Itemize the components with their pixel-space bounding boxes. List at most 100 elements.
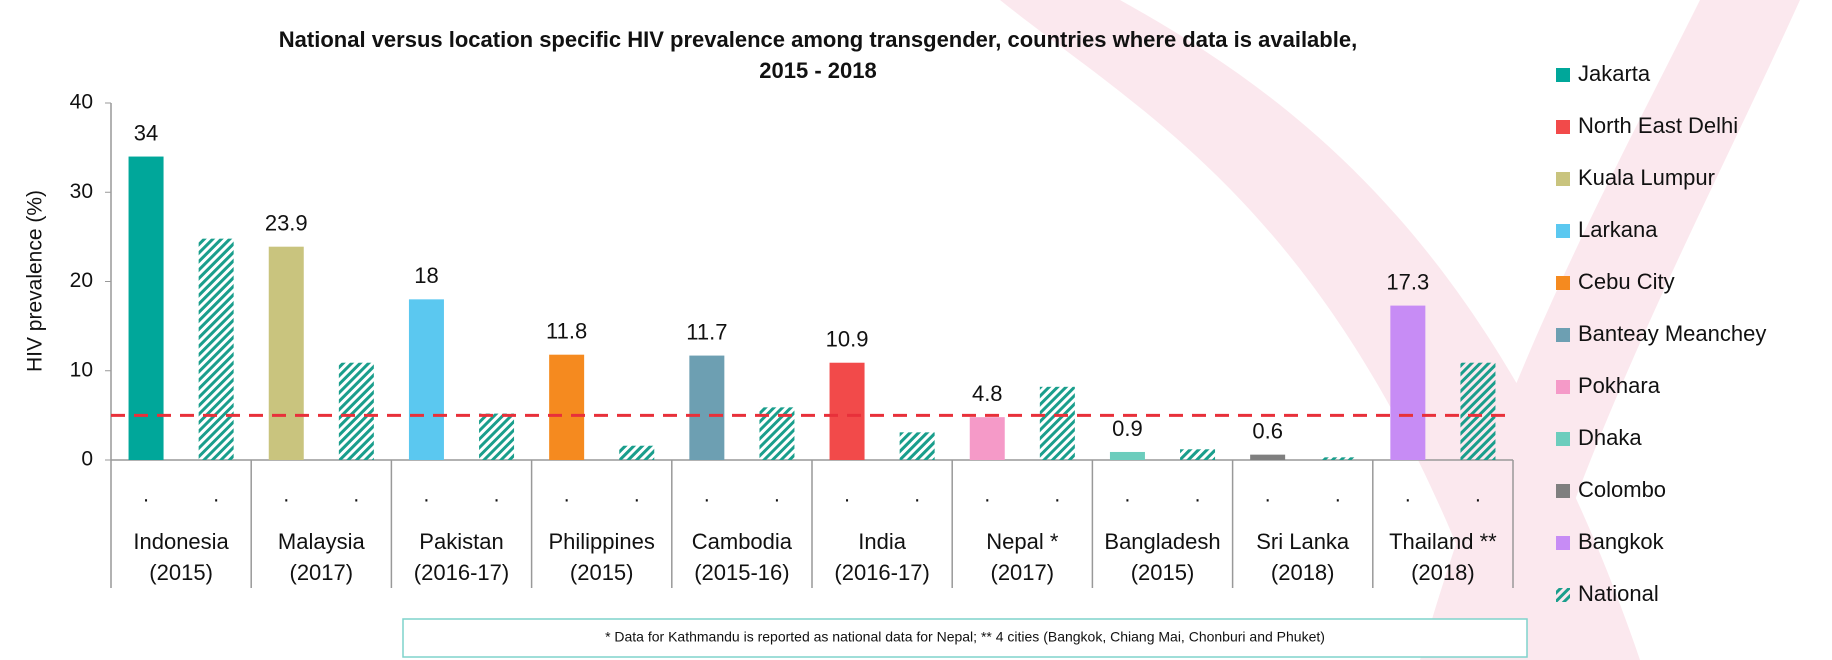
sub-label: . — [704, 484, 710, 507]
sub-label: . — [283, 484, 289, 507]
sub-label: . — [844, 484, 850, 507]
bar — [900, 432, 935, 460]
bar — [1250, 455, 1285, 460]
x-tick-label: (2018) — [1271, 560, 1335, 585]
bar — [269, 247, 304, 460]
value-label: 17.3 — [1386, 269, 1429, 294]
x-tick-label: (2017) — [290, 560, 354, 585]
bar — [199, 239, 234, 460]
bar — [1390, 306, 1425, 460]
x-tick-label: (2016-17) — [414, 560, 509, 585]
x-tick-label: Nepal * — [986, 529, 1059, 554]
y-tick-label: 40 — [70, 91, 93, 114]
x-tick-label: Malaysia — [278, 529, 366, 554]
x-tick-label: (2015-16) — [694, 560, 789, 585]
bar — [1320, 457, 1355, 460]
sub-label: . — [1475, 484, 1481, 507]
value-label: 34 — [134, 120, 158, 145]
x-tick-label: Bangladesh — [1104, 529, 1220, 554]
bar — [409, 299, 444, 460]
bar — [830, 363, 865, 460]
sub-label: . — [564, 484, 570, 507]
x-tick-label: Thailand ** — [1389, 529, 1497, 554]
y-tick-label: 30 — [70, 180, 93, 203]
legend-swatch — [1556, 380, 1570, 394]
bar — [970, 417, 1005, 460]
x-tick-label: Philippines — [548, 529, 654, 554]
sub-label: . — [143, 484, 149, 507]
legend-swatch — [1556, 432, 1570, 446]
bar — [619, 446, 654, 460]
legend-label: Dhaka — [1578, 425, 1642, 450]
sub-label: . — [353, 484, 359, 507]
legend-swatch — [1556, 224, 1570, 238]
legend-label: Cebu City — [1578, 269, 1675, 294]
bar — [1180, 449, 1215, 460]
x-tick-label: (2016-17) — [834, 560, 929, 585]
y-tick-label: 20 — [70, 269, 93, 292]
sub-label: . — [1195, 484, 1201, 507]
x-tick-label: Indonesia — [133, 529, 229, 554]
x-tick-label: (2015) — [149, 560, 213, 585]
legend-swatch — [1556, 328, 1570, 342]
x-tick-label: (2017) — [991, 560, 1055, 585]
x-tick-label: (2018) — [1411, 560, 1475, 585]
sub-label: . — [1265, 484, 1271, 507]
chart-subtitle: 2015 - 2018 — [759, 58, 876, 83]
legend-label: Kuala Lumpur — [1578, 165, 1715, 190]
sub-label: . — [1054, 484, 1060, 507]
bar — [549, 355, 584, 460]
value-label: 4.8 — [972, 381, 1003, 406]
value-label: 0.6 — [1252, 418, 1283, 443]
footnote: * Data for Kathmandu is reported as nati… — [605, 629, 1325, 645]
sub-label: . — [213, 484, 219, 507]
legend-swatch — [1556, 68, 1570, 82]
y-tick-label: 0 — [81, 448, 93, 471]
legend-label: Bangkok — [1578, 529, 1665, 554]
x-tick-label: Pakistan — [419, 529, 503, 554]
bar — [689, 356, 724, 460]
bar — [1040, 387, 1075, 460]
legend-swatch — [1556, 172, 1570, 186]
value-label: 23.9 — [265, 211, 308, 236]
bar — [1110, 452, 1145, 460]
chart-title: National versus location specific HIV pr… — [279, 27, 1357, 52]
x-tick-label: (2015) — [1131, 560, 1195, 585]
y-tick-label: 10 — [70, 358, 93, 381]
legend-label: Larkana — [1578, 217, 1658, 242]
legend-swatch — [1556, 276, 1570, 290]
legend-label: Colombo — [1578, 477, 1666, 502]
sub-label: . — [1335, 484, 1341, 507]
legend-label: Banteay Meanchey — [1578, 321, 1766, 346]
y-axis-label: HIV prevalence (%) — [24, 190, 47, 372]
sub-label: . — [914, 484, 920, 507]
sub-label: . — [774, 484, 780, 507]
sub-label: . — [494, 484, 500, 507]
x-tick-label: Sri Lanka — [1256, 529, 1350, 554]
value-label: 18 — [414, 263, 438, 288]
legend-swatch — [1556, 536, 1570, 550]
sub-label: . — [634, 484, 640, 507]
bar — [1460, 363, 1495, 460]
value-label: 10.9 — [826, 327, 869, 352]
legend-swatch — [1556, 484, 1570, 498]
bar — [479, 414, 514, 460]
chart: National versus location specific HIV pr… — [0, 0, 1832, 660]
sub-label: . — [424, 484, 430, 507]
value-label: 0.9 — [1112, 416, 1143, 441]
legend-swatch — [1556, 120, 1570, 134]
legend-swatch — [1556, 588, 1570, 602]
x-tick-label: India — [858, 529, 906, 554]
x-tick-label: Cambodia — [692, 529, 793, 554]
value-label: 11.7 — [686, 319, 727, 344]
sub-label: . — [1125, 484, 1131, 507]
bar — [339, 363, 374, 460]
x-tick-label: (2015) — [570, 560, 634, 585]
sub-label: . — [1405, 484, 1411, 507]
legend-label: North East Delhi — [1578, 113, 1738, 138]
legend-label: Jakarta — [1578, 61, 1651, 86]
sub-label: . — [984, 484, 990, 507]
value-label: 11.8 — [546, 318, 587, 343]
legend-label: National — [1578, 581, 1659, 606]
legend-label: Pokhara — [1578, 373, 1661, 398]
